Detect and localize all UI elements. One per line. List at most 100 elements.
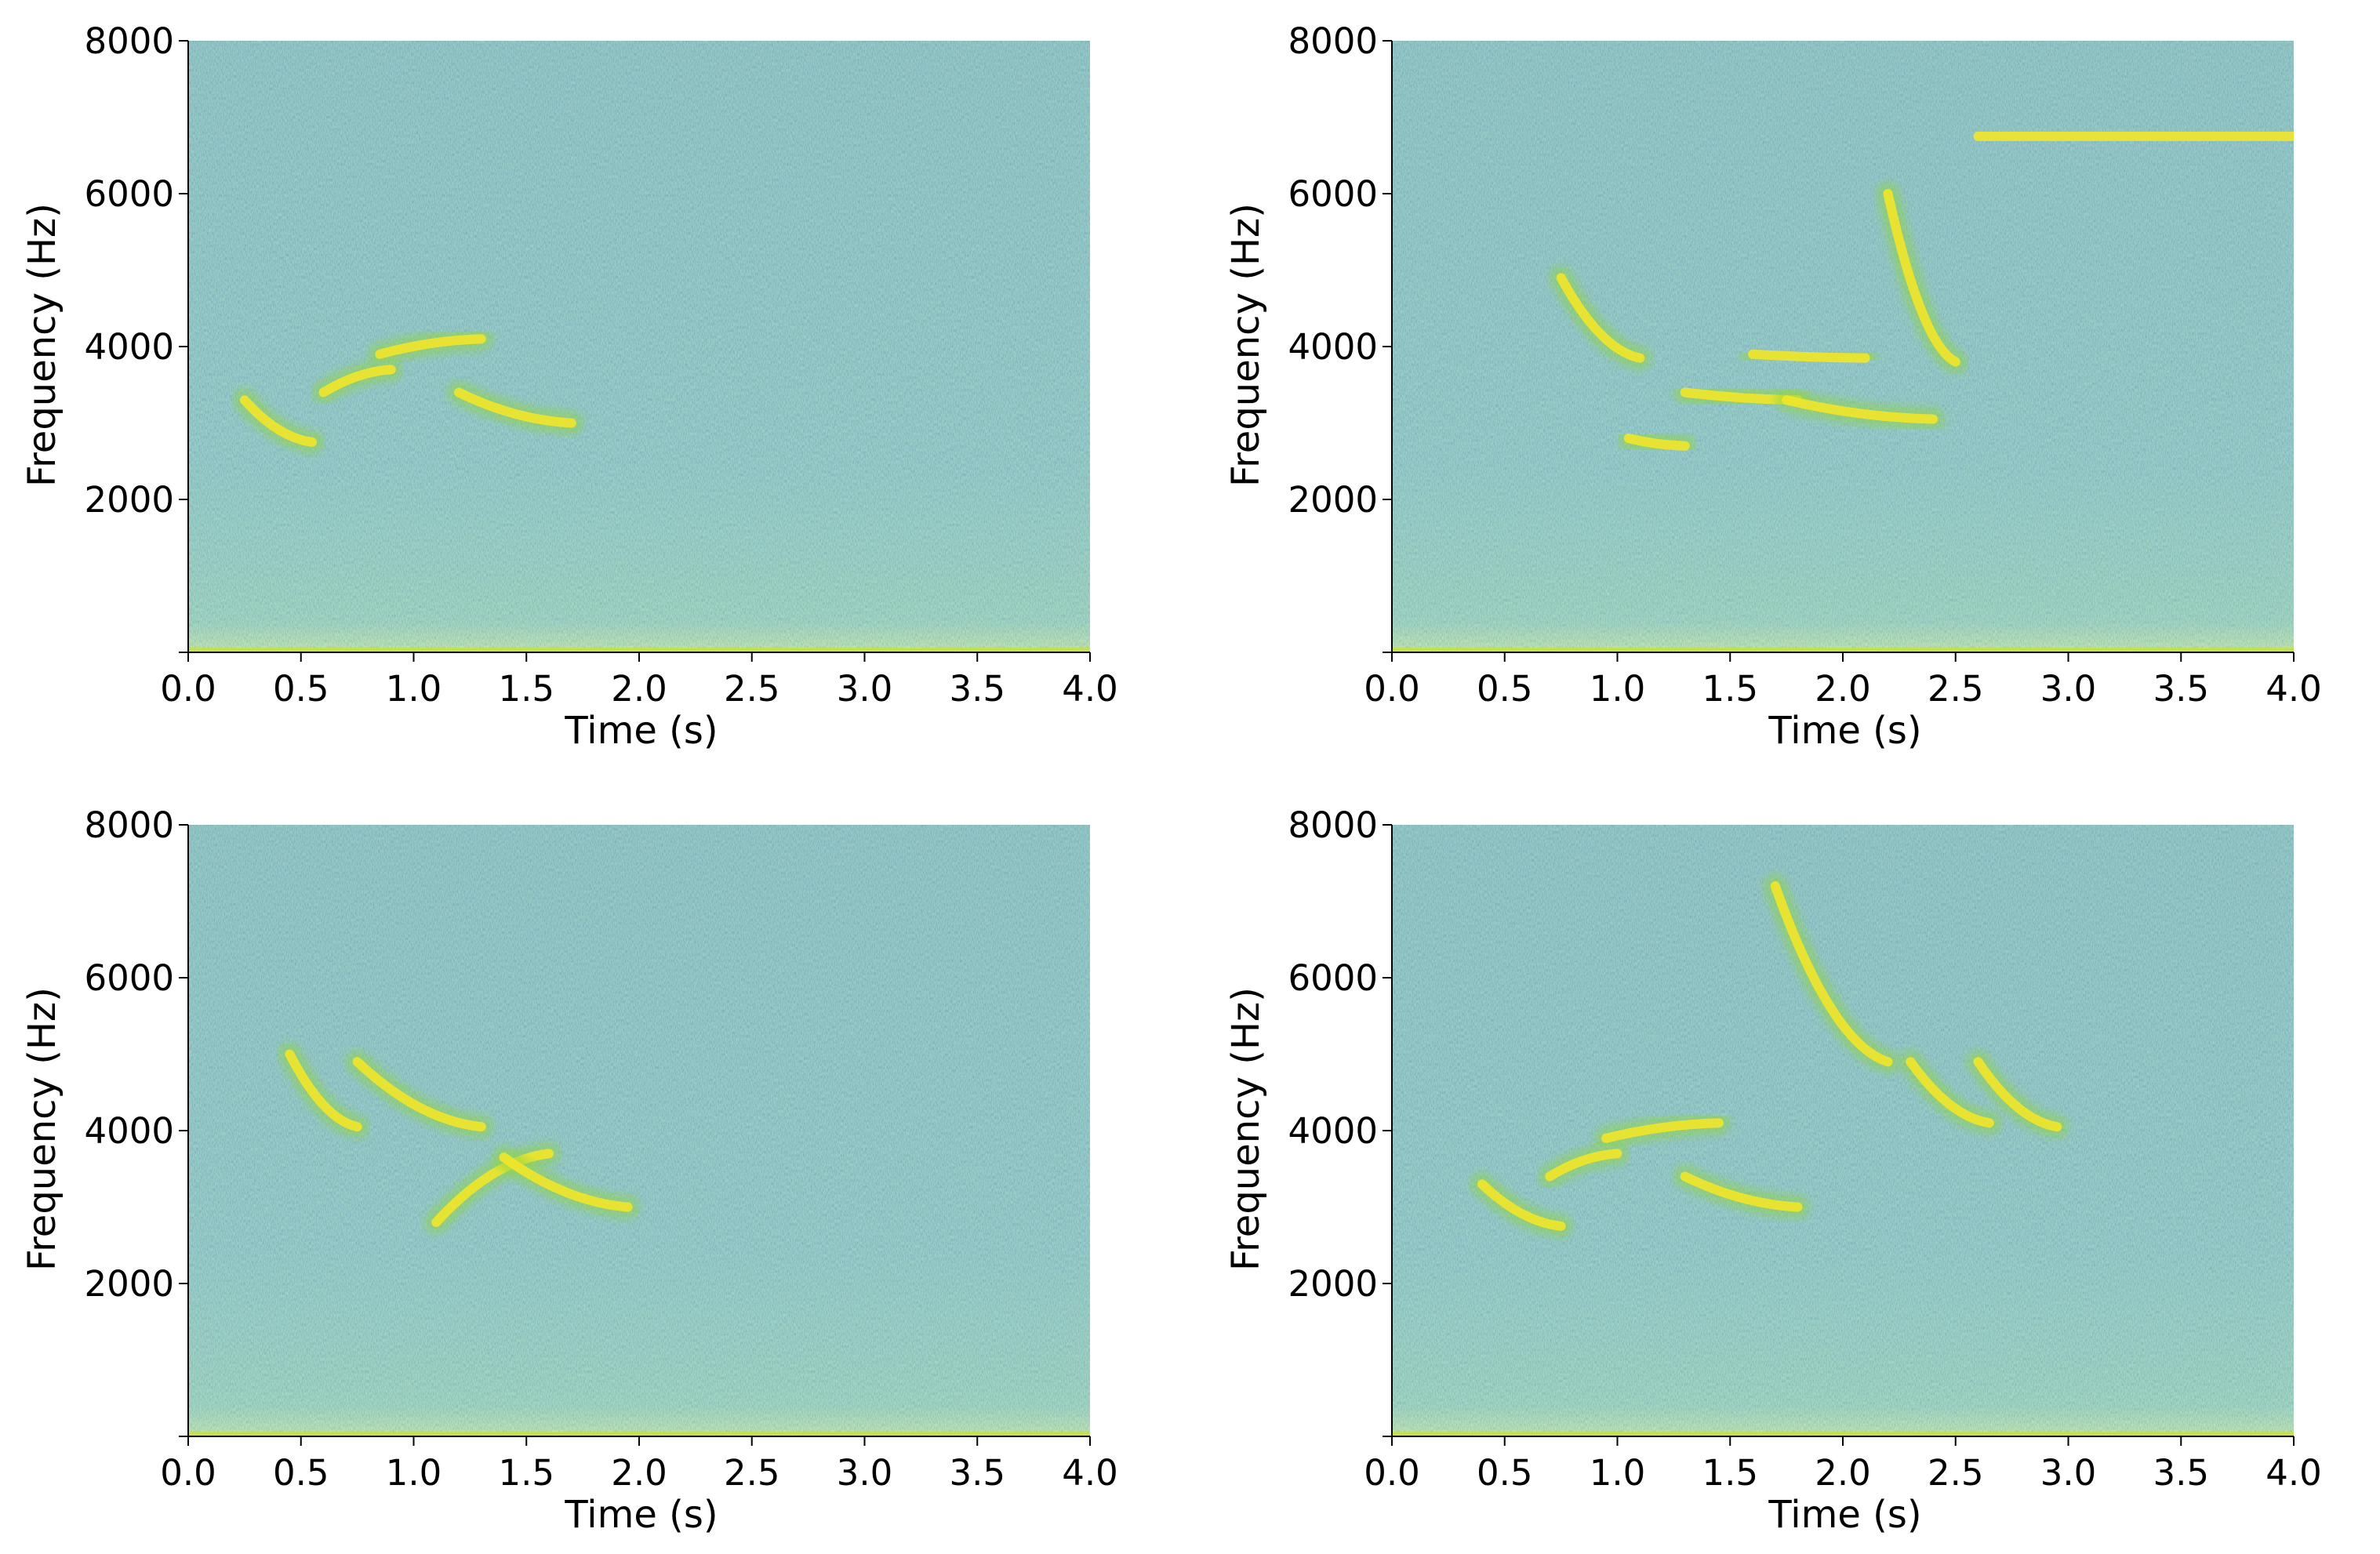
y-tick-label: 2000 bbox=[84, 1263, 174, 1305]
x-axis-label: Time (s) bbox=[564, 1493, 718, 1537]
y-tick-label: 6000 bbox=[84, 957, 174, 999]
x-tick-label: 0.0 bbox=[160, 668, 216, 710]
call-feature-6 bbox=[1973, 1057, 2062, 1132]
x-tick-label: 2.5 bbox=[1928, 1452, 1984, 1494]
x-tick-label: 1.5 bbox=[1702, 1452, 1758, 1494]
call-feature-1 bbox=[1545, 1149, 1622, 1182]
call-feature-0 bbox=[1556, 273, 1645, 363]
x-tick-label: 4.0 bbox=[2266, 668, 2322, 710]
call-feature-3 bbox=[1748, 349, 1870, 363]
call-feature-3 bbox=[499, 1153, 633, 1212]
y-tick-label: 4000 bbox=[1288, 326, 1378, 368]
x-tick-label: 1.0 bbox=[386, 1452, 442, 1494]
x-tick-label: 1.0 bbox=[386, 668, 442, 710]
x-tick-label: 0.5 bbox=[1477, 1452, 1533, 1494]
y-axis-label: Frequency (Hz) bbox=[1224, 987, 1268, 1271]
y-tick-label: 6000 bbox=[1288, 173, 1378, 215]
y-tick-label: 2000 bbox=[1288, 1263, 1378, 1305]
low-frequency-band bbox=[188, 648, 1090, 652]
y-tick-label: 8000 bbox=[1288, 20, 1378, 62]
call-feature-1 bbox=[352, 1057, 486, 1132]
call-feature-4 bbox=[1782, 395, 1938, 424]
x-tick-label: 2.0 bbox=[611, 1452, 667, 1494]
y-tick-label: 4000 bbox=[1288, 1110, 1378, 1152]
x-tick-label: 0.0 bbox=[160, 1452, 216, 1494]
spectrogram-panel-top-left: Time (s) Frequency (Hz) 0.0 0.5 1.0 1.5 2.0 2… bbox=[0, 0, 1176, 753]
spectrogram-plot-area bbox=[188, 41, 1090, 652]
x-tick-label: 4.0 bbox=[1062, 1452, 1118, 1494]
spectrogram-noise-texture bbox=[188, 825, 1090, 1436]
y-tick-label: 4000 bbox=[84, 1110, 174, 1152]
call-feature-3 bbox=[454, 387, 576, 428]
x-tick-label: 2.5 bbox=[724, 1452, 780, 1494]
call-features bbox=[1470, 874, 2069, 1238]
low-frequency-band bbox=[1392, 648, 2294, 652]
spectrogram-svg: Time (s) Frequency (Hz) 0.0 0.5 1.0 1.5 2.0 2… bbox=[20, 804, 1118, 1537]
y-axis-label: Frequency (Hz) bbox=[20, 987, 64, 1271]
x-axis-label: Time (s) bbox=[1768, 1493, 1921, 1537]
x-tick-label: 4.0 bbox=[1062, 668, 1118, 710]
y-tick-label: 2000 bbox=[1288, 479, 1378, 521]
call-feature-0 bbox=[285, 1049, 362, 1132]
spectrogram-noise-texture bbox=[188, 41, 1090, 652]
call-feature-0 bbox=[239, 395, 318, 447]
spectrogram-plot-area bbox=[188, 825, 1090, 1436]
x-tick-label: 0.5 bbox=[1477, 668, 1533, 710]
x-tick-label: 3.0 bbox=[2040, 1452, 2097, 1494]
x-tick-label: 2.0 bbox=[1815, 668, 1871, 710]
call-feature-2 bbox=[375, 334, 486, 359]
x-tick-label: 3.0 bbox=[837, 1452, 893, 1494]
y-axis-label: Frequency (Hz) bbox=[1224, 203, 1268, 487]
spectrogram-plot-area bbox=[1392, 41, 2294, 652]
x-tick-label: 1.5 bbox=[498, 1452, 554, 1494]
spectrogram-panel-bottom-right: Time (s) Frequency (Hz) 0.0 0.5 1.0 1.5 2.0 2… bbox=[1204, 784, 2380, 1537]
x-axis-label: Time (s) bbox=[1768, 709, 1921, 753]
x-tick-label: 1.5 bbox=[1702, 668, 1758, 710]
x-tick-label: 2.0 bbox=[611, 668, 667, 710]
x-tick-label: 2.5 bbox=[724, 668, 780, 710]
y-tick-label: 8000 bbox=[84, 804, 174, 846]
x-tick-label: 4.0 bbox=[2266, 1452, 2322, 1494]
x-tick-label: 0.0 bbox=[1364, 1452, 1420, 1494]
spectrogram-noise-texture bbox=[1392, 825, 2294, 1436]
x-tick-label: 3.5 bbox=[949, 668, 1005, 710]
spectrogram-svg: Time (s) Frequency (Hz) 0.0 0.5 1.0 1.5 2.0 2… bbox=[1224, 20, 2322, 753]
call-feature-2 bbox=[1601, 1118, 1724, 1143]
y-tick-label: 6000 bbox=[1288, 957, 1378, 999]
x-tick-label: 3.5 bbox=[949, 1452, 1005, 1494]
spectrogram-svg: Time (s) Frequency (Hz) 0.0 0.5 1.0 1.5 2.0 2… bbox=[20, 20, 1118, 753]
y-tick-label: 8000 bbox=[84, 20, 174, 62]
call-features bbox=[1549, 124, 2294, 458]
call-feature-1 bbox=[1623, 434, 1690, 451]
x-tick-label: 0.5 bbox=[273, 668, 329, 710]
y-tick-label: 6000 bbox=[84, 173, 174, 215]
y-axis-label: Frequency (Hz) bbox=[20, 203, 64, 487]
x-tick-label: 3.5 bbox=[2153, 1452, 2209, 1494]
spectrogram-svg: Time (s) Frequency (Hz) 0.0 0.5 1.0 1.5 2.0 2… bbox=[1224, 804, 2322, 1537]
spectrogram-panel-top-right: Time (s) Frequency (Hz) 0.0 0.5 1.0 1.5 2.0 2… bbox=[1204, 0, 2380, 753]
x-tick-label: 3.0 bbox=[2040, 668, 2097, 710]
x-tick-label: 1.0 bbox=[1590, 668, 1646, 710]
call-feature-0 bbox=[1477, 1179, 1566, 1231]
low-frequency-band bbox=[1392, 1432, 2294, 1436]
x-tick-label: 1.0 bbox=[1590, 1452, 1646, 1494]
call-feature-1 bbox=[318, 365, 396, 398]
call-feature-5 bbox=[1883, 189, 1960, 367]
x-tick-label: 0.0 bbox=[1364, 668, 1420, 710]
y-tick-label: 8000 bbox=[1288, 804, 1378, 846]
spectrogram-plot-area bbox=[1392, 825, 2294, 1436]
x-tick-label: 1.5 bbox=[498, 668, 554, 710]
spectrogram-panel-bottom-left: Time (s) Frequency (Hz) 0.0 0.5 1.0 1.5 2.0 2… bbox=[0, 784, 1176, 1537]
y-tick-label: 2000 bbox=[84, 479, 174, 521]
x-tick-label: 3.5 bbox=[2153, 668, 2209, 710]
low-frequency-band bbox=[188, 1432, 1090, 1436]
call-features bbox=[232, 327, 583, 454]
call-feature-3 bbox=[1680, 1171, 1803, 1212]
x-tick-label: 0.5 bbox=[273, 1452, 329, 1494]
call-feature-5 bbox=[1906, 1057, 1994, 1128]
x-tick-label: 2.0 bbox=[1815, 1452, 1871, 1494]
x-tick-label: 2.5 bbox=[1928, 668, 1984, 710]
x-tick-label: 3.0 bbox=[837, 668, 893, 710]
y-tick-label: 4000 bbox=[84, 326, 174, 368]
